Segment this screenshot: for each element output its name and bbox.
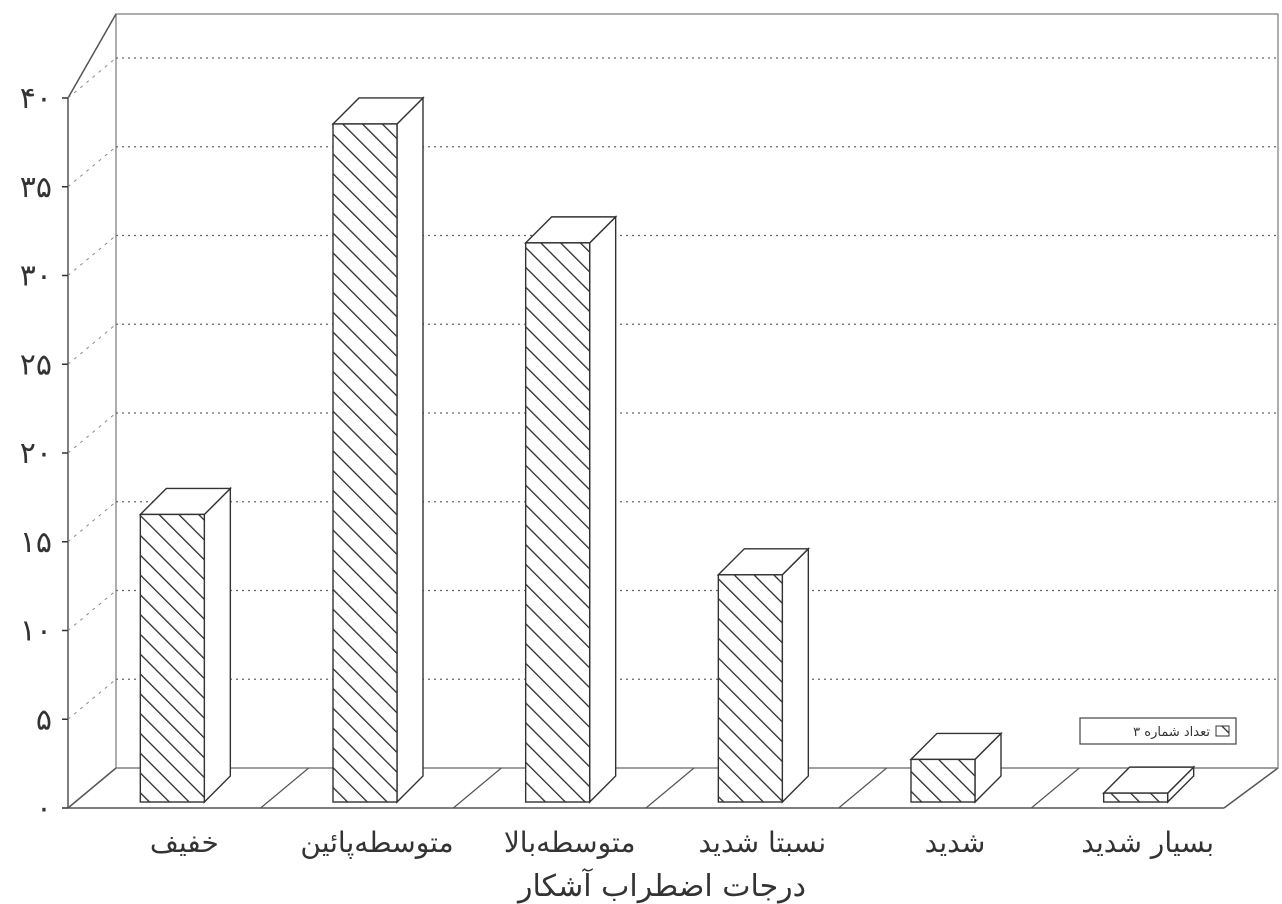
bar	[138, 486, 233, 804]
gridline-side	[67, 57, 117, 99]
y-tick-label: ۰	[36, 791, 52, 826]
y-tick-label: ۱۵	[20, 525, 52, 560]
gridline-side	[67, 323, 117, 365]
x-category-label: متوسطه‌بالا	[504, 826, 636, 859]
x-category-label: نسبتا شدید	[698, 826, 826, 859]
y-tick-label: ۳۵	[20, 170, 52, 205]
gridline-side	[67, 678, 117, 720]
x-axis-title: درجات اضطراب آشکار	[516, 868, 806, 904]
y-tick-label: ۱۰	[20, 614, 52, 649]
bar	[1101, 765, 1196, 804]
x-category-label: بسیار شدید	[1081, 826, 1214, 859]
y-tick-label: ۲۰	[20, 436, 52, 471]
x-category-label: خفیف	[150, 826, 219, 859]
gridline-side	[67, 146, 117, 188]
y-tick-label: ۴۰	[20, 81, 52, 116]
chart-walls	[67, 13, 1279, 809]
bar	[716, 547, 811, 804]
legend-label: تعداد شماره ۳	[1133, 725, 1210, 740]
gridline-side	[67, 235, 117, 276]
y-tick-label: ۵	[36, 702, 52, 737]
bar	[331, 96, 425, 804]
y-axis-ticks: ۰ ۵ ۱۰ ۱۵ ۲۰ ۲۵ ۳۰ ۳۵ ۴۰	[20, 81, 68, 826]
gridline-side	[67, 501, 117, 543]
bar	[523, 215, 618, 804]
x-axis-categories: خفیف متوسطه‌پائین متوسطه‌بالا نسبتا شدید شدی…	[150, 826, 1214, 859]
gridlines	[67, 57, 1278, 720]
y-tick-label: ۲۵	[20, 347, 52, 382]
x-category-label: متوسطه‌پائین	[300, 826, 453, 859]
y-tick-label: ۳۰	[20, 259, 52, 294]
legend-swatch	[1215, 725, 1230, 737]
bar	[909, 731, 1003, 804]
gridline-side	[67, 412, 117, 454]
x-category-label: شدید	[925, 826, 986, 859]
gridline-side	[67, 590, 117, 631]
legend: تعداد شماره ۳	[1079, 717, 1237, 745]
bars	[138, 96, 1196, 804]
